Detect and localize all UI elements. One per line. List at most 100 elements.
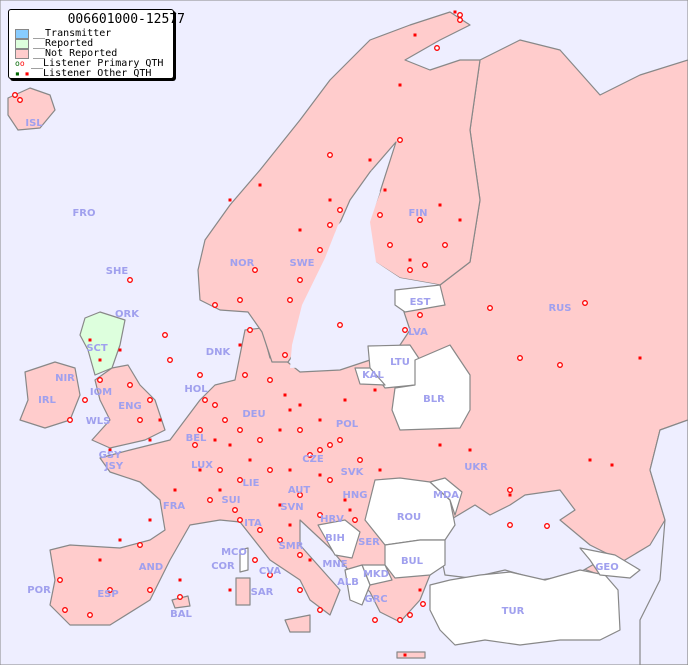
listener-primary-marker <box>327 222 333 228</box>
land-great-britain <box>91 364 166 449</box>
caspian-area <box>639 419 688 665</box>
country-label-irl: IRL <box>38 395 56 406</box>
country-label-hrv: HRV <box>320 514 344 525</box>
listener-primary-marker <box>212 302 218 308</box>
listener-primary-marker <box>337 437 343 443</box>
legend-label: __Transmitter <box>33 28 112 39</box>
country-label-mne: MNE <box>322 559 347 570</box>
country-label-nir: NIR <box>55 373 75 384</box>
legend-label: __Reported <box>33 38 94 49</box>
country-label-grc: GRC <box>364 594 387 605</box>
listener-other-marker <box>238 343 242 347</box>
listener-primary-marker <box>257 527 263 533</box>
listener-primary-marker <box>267 377 273 383</box>
listener-other-marker <box>418 588 422 592</box>
country-label-sar: SAR <box>251 587 274 598</box>
land-crete <box>396 651 426 659</box>
listener-other-marker <box>318 473 322 477</box>
transmitter-swatch <box>15 28 29 39</box>
country-label-blr: BLR <box>423 394 445 405</box>
listener-other-marker <box>403 653 407 657</box>
country-label-ser: SER <box>358 537 380 548</box>
country-label-cva: CVA <box>259 566 281 577</box>
country-mda <box>429 477 463 516</box>
listener-other-marker <box>108 448 112 452</box>
listener-primary-marker <box>147 397 153 403</box>
listener-primary-marker <box>407 267 413 273</box>
listener-other-marker <box>288 468 292 472</box>
listener-primary-marker <box>297 587 303 593</box>
listener-primary-marker <box>434 45 440 51</box>
listener-primary-marker <box>582 300 588 306</box>
country-bih <box>317 519 361 559</box>
listener-other-marker <box>468 448 472 452</box>
listener-primary-marker <box>317 247 323 253</box>
country-label-gsy: GSY <box>99 450 122 461</box>
legend: 006601000-12577 __Transmitter __Reported… <box>8 9 185 79</box>
listener-primary-marker <box>277 537 283 543</box>
listener-other-marker <box>118 348 122 352</box>
listener-primary-marker <box>397 137 403 143</box>
country-label-hng: HNG <box>343 490 368 501</box>
listener-primary-marker <box>297 492 303 498</box>
country-label-lux: LUX <box>191 460 213 471</box>
listener-primary-marker <box>87 612 93 618</box>
listener-primary-marker <box>317 512 323 518</box>
country-label-por: POR <box>27 585 51 596</box>
listener-primary-marker <box>237 517 243 523</box>
listener-primary-marker <box>507 522 513 528</box>
country-label-pol: POL <box>336 419 359 430</box>
black-sea <box>439 489 611 581</box>
legend-label: __Not Reported <box>33 48 118 59</box>
land-sardinia <box>235 577 251 606</box>
listener-primary-marker <box>252 267 258 273</box>
country-label-bih: BIH <box>325 533 345 544</box>
listener-other-marker <box>588 458 592 462</box>
listener-other-marker <box>228 588 232 592</box>
country-est <box>394 284 446 313</box>
listener-primary-marker <box>232 507 238 513</box>
listener-primary-marker <box>287 297 293 303</box>
listener-other-marker <box>408 258 412 262</box>
listener-primary-marker <box>267 572 273 578</box>
country-label-mda: MDA <box>433 490 459 501</box>
listener-primary-marker <box>297 427 303 433</box>
listener-primary-marker <box>544 523 550 529</box>
listener-primary-marker <box>237 297 243 303</box>
country-label-fin: FIN <box>409 208 428 219</box>
listener-primary-marker <box>457 12 463 18</box>
country-label-she: SHE <box>106 266 129 277</box>
country-label-and: AND <box>139 562 163 573</box>
listener-other-marker <box>458 218 462 222</box>
listener-primary-marker <box>352 517 358 523</box>
listener-primary-marker <box>237 477 243 483</box>
legend-title: 006601000-12577 <box>67 12 185 27</box>
country-label-alb: ALB <box>337 577 359 588</box>
listener-other-marker <box>213 438 217 442</box>
listener-primary-marker <box>377 212 383 218</box>
country-label-deu: DEU <box>242 409 265 420</box>
country-label-ltu: LTU <box>390 357 410 368</box>
listener-primary-marker <box>267 467 273 473</box>
listener-primary-marker <box>207 497 213 503</box>
open-circle-icon: oo <box>15 59 25 68</box>
listener-primary-marker <box>417 312 423 318</box>
legend-not-reported: __Not Reported <box>15 48 117 59</box>
country-label-jsy: JSY <box>104 461 124 472</box>
country-label-eng: ENG <box>118 401 141 412</box>
listener-other-marker <box>198 468 202 472</box>
listener-primary-marker <box>327 477 333 483</box>
legend-label: __Listener Primary QTH <box>31 58 164 69</box>
listener-primary-marker <box>402 327 408 333</box>
listener-primary-marker <box>487 305 493 311</box>
listener-primary-marker <box>297 552 303 558</box>
listener-other-marker <box>248 458 252 462</box>
listener-other-marker <box>413 33 417 37</box>
country-label-mco: MCO <box>221 547 247 558</box>
listener-primary-marker <box>252 557 258 563</box>
listener-other-marker <box>278 428 282 432</box>
legend-label: __Listener Other QTH <box>31 68 152 79</box>
listener-primary-marker <box>137 417 143 423</box>
listener-other-marker <box>368 158 372 162</box>
